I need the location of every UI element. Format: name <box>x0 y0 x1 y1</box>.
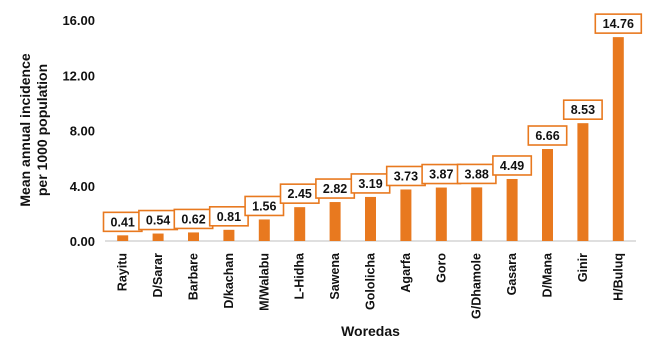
x-tick-label: Ginir <box>576 253 590 282</box>
data-label-text: 14.76 <box>603 17 634 31</box>
bar <box>365 196 376 241</box>
data-label-box <box>208 206 249 227</box>
x-tick-label: Barbare <box>187 253 201 300</box>
x-tick-label: Agarfa <box>399 252 413 293</box>
x-tick-label: L-Hidha <box>293 252 307 300</box>
x-tick-label: G/Dhamole <box>470 253 484 319</box>
data-label: 0.54 <box>138 209 179 231</box>
data-label-text: 3.87 <box>429 168 453 182</box>
bar <box>294 207 306 241</box>
y-axis-title: Mean annual incidenceper 1000 population <box>17 53 50 206</box>
bar <box>471 187 483 241</box>
y-tick-label: 16.00 <box>62 13 95 28</box>
data-label: 3.88 <box>456 163 497 185</box>
x-tick-label: Gasara <box>505 252 519 295</box>
data-label: 1.56 <box>244 195 285 217</box>
data-label: 14.76 <box>594 13 643 34</box>
bar <box>612 37 624 241</box>
bar <box>152 233 164 241</box>
x-tick-label: D/Mana <box>541 252 555 298</box>
data-label: 4.49 <box>492 155 533 176</box>
y-tick-label: 8.00 <box>70 124 95 139</box>
data-label-text: 4.49 <box>500 159 524 173</box>
data-label: 3.73 <box>385 165 426 187</box>
data-label-box <box>594 13 643 34</box>
y-axis-ticks: 0.00 4.00 8.00 12.00 16.00 <box>62 13 95 249</box>
bars <box>117 37 624 241</box>
data-label: 3.87 <box>421 163 462 185</box>
x-tick-label: Goro <box>434 253 448 283</box>
data-label-text: 3.19 <box>358 177 382 191</box>
data-labels: 0.41 0.54 0.62 0.81 1.56 2.45 2.82 3.19 3.73 3.87… <box>102 13 643 233</box>
data-label-box <box>244 195 285 217</box>
bar <box>329 202 341 241</box>
data-label: 8.53 <box>562 99 603 120</box>
x-axis-title: Woredas <box>341 323 400 339</box>
data-label-text: 3.88 <box>465 167 489 181</box>
bar <box>435 187 447 241</box>
data-label-text: 3.73 <box>394 169 418 183</box>
data-label-text: 0.41 <box>111 215 135 229</box>
data-label-text: 0.81 <box>217 210 241 224</box>
data-label: 0.41 <box>102 211 143 233</box>
data-label: 2.82 <box>315 178 356 199</box>
x-tick-label: D/kachan <box>222 253 236 309</box>
data-label: 0.81 <box>208 206 249 227</box>
y-tick-label: 4.00 <box>70 179 95 194</box>
x-tick-label: Gololicha <box>364 252 378 310</box>
data-label-box <box>492 155 533 176</box>
y-axis-title-text: Mean annual incidenceper 1000 population <box>17 53 50 206</box>
y-tick-label: 0.00 <box>70 234 95 249</box>
data-label-box <box>562 99 603 120</box>
data-label-text: 8.53 <box>571 103 595 117</box>
x-tick-label: D/Sarar <box>151 253 165 298</box>
data-label: 6.66 <box>527 125 568 146</box>
bar <box>542 149 553 241</box>
bar <box>117 235 129 241</box>
data-label-text: 0.62 <box>181 212 205 226</box>
data-label-text: 2.82 <box>323 182 347 196</box>
x-axis-categories: Rayitu D/Sarar Barbare D/kachan M/Walabu L-Hi… <box>116 252 626 319</box>
bar <box>506 178 518 241</box>
bar <box>188 232 199 241</box>
bar <box>223 229 235 241</box>
data-label-text: 0.54 <box>146 214 170 228</box>
data-label-text: 2.45 <box>288 187 312 201</box>
data-label-text: 1.56 <box>252 199 276 213</box>
x-tick-label: H/Buluq <box>611 253 625 301</box>
x-tick-label: Sawena <box>328 252 342 300</box>
x-tick-label: M/Walabu <box>257 253 271 311</box>
bar <box>577 123 589 241</box>
data-label-box <box>527 125 568 146</box>
data-label-text: 6.66 <box>535 129 559 143</box>
x-tick-label: Rayitu <box>116 253 130 291</box>
y-tick-label: 12.00 <box>62 68 95 83</box>
bar <box>258 219 270 241</box>
data-label: 0.62 <box>173 208 214 230</box>
data-label: 2.45 <box>279 183 320 204</box>
y-axis-title-line: Mean annual incidence <box>17 53 33 206</box>
data-label: 3.19 <box>350 173 391 194</box>
bar <box>400 189 412 241</box>
y-axis-title-line: per 1000 population <box>34 64 50 196</box>
